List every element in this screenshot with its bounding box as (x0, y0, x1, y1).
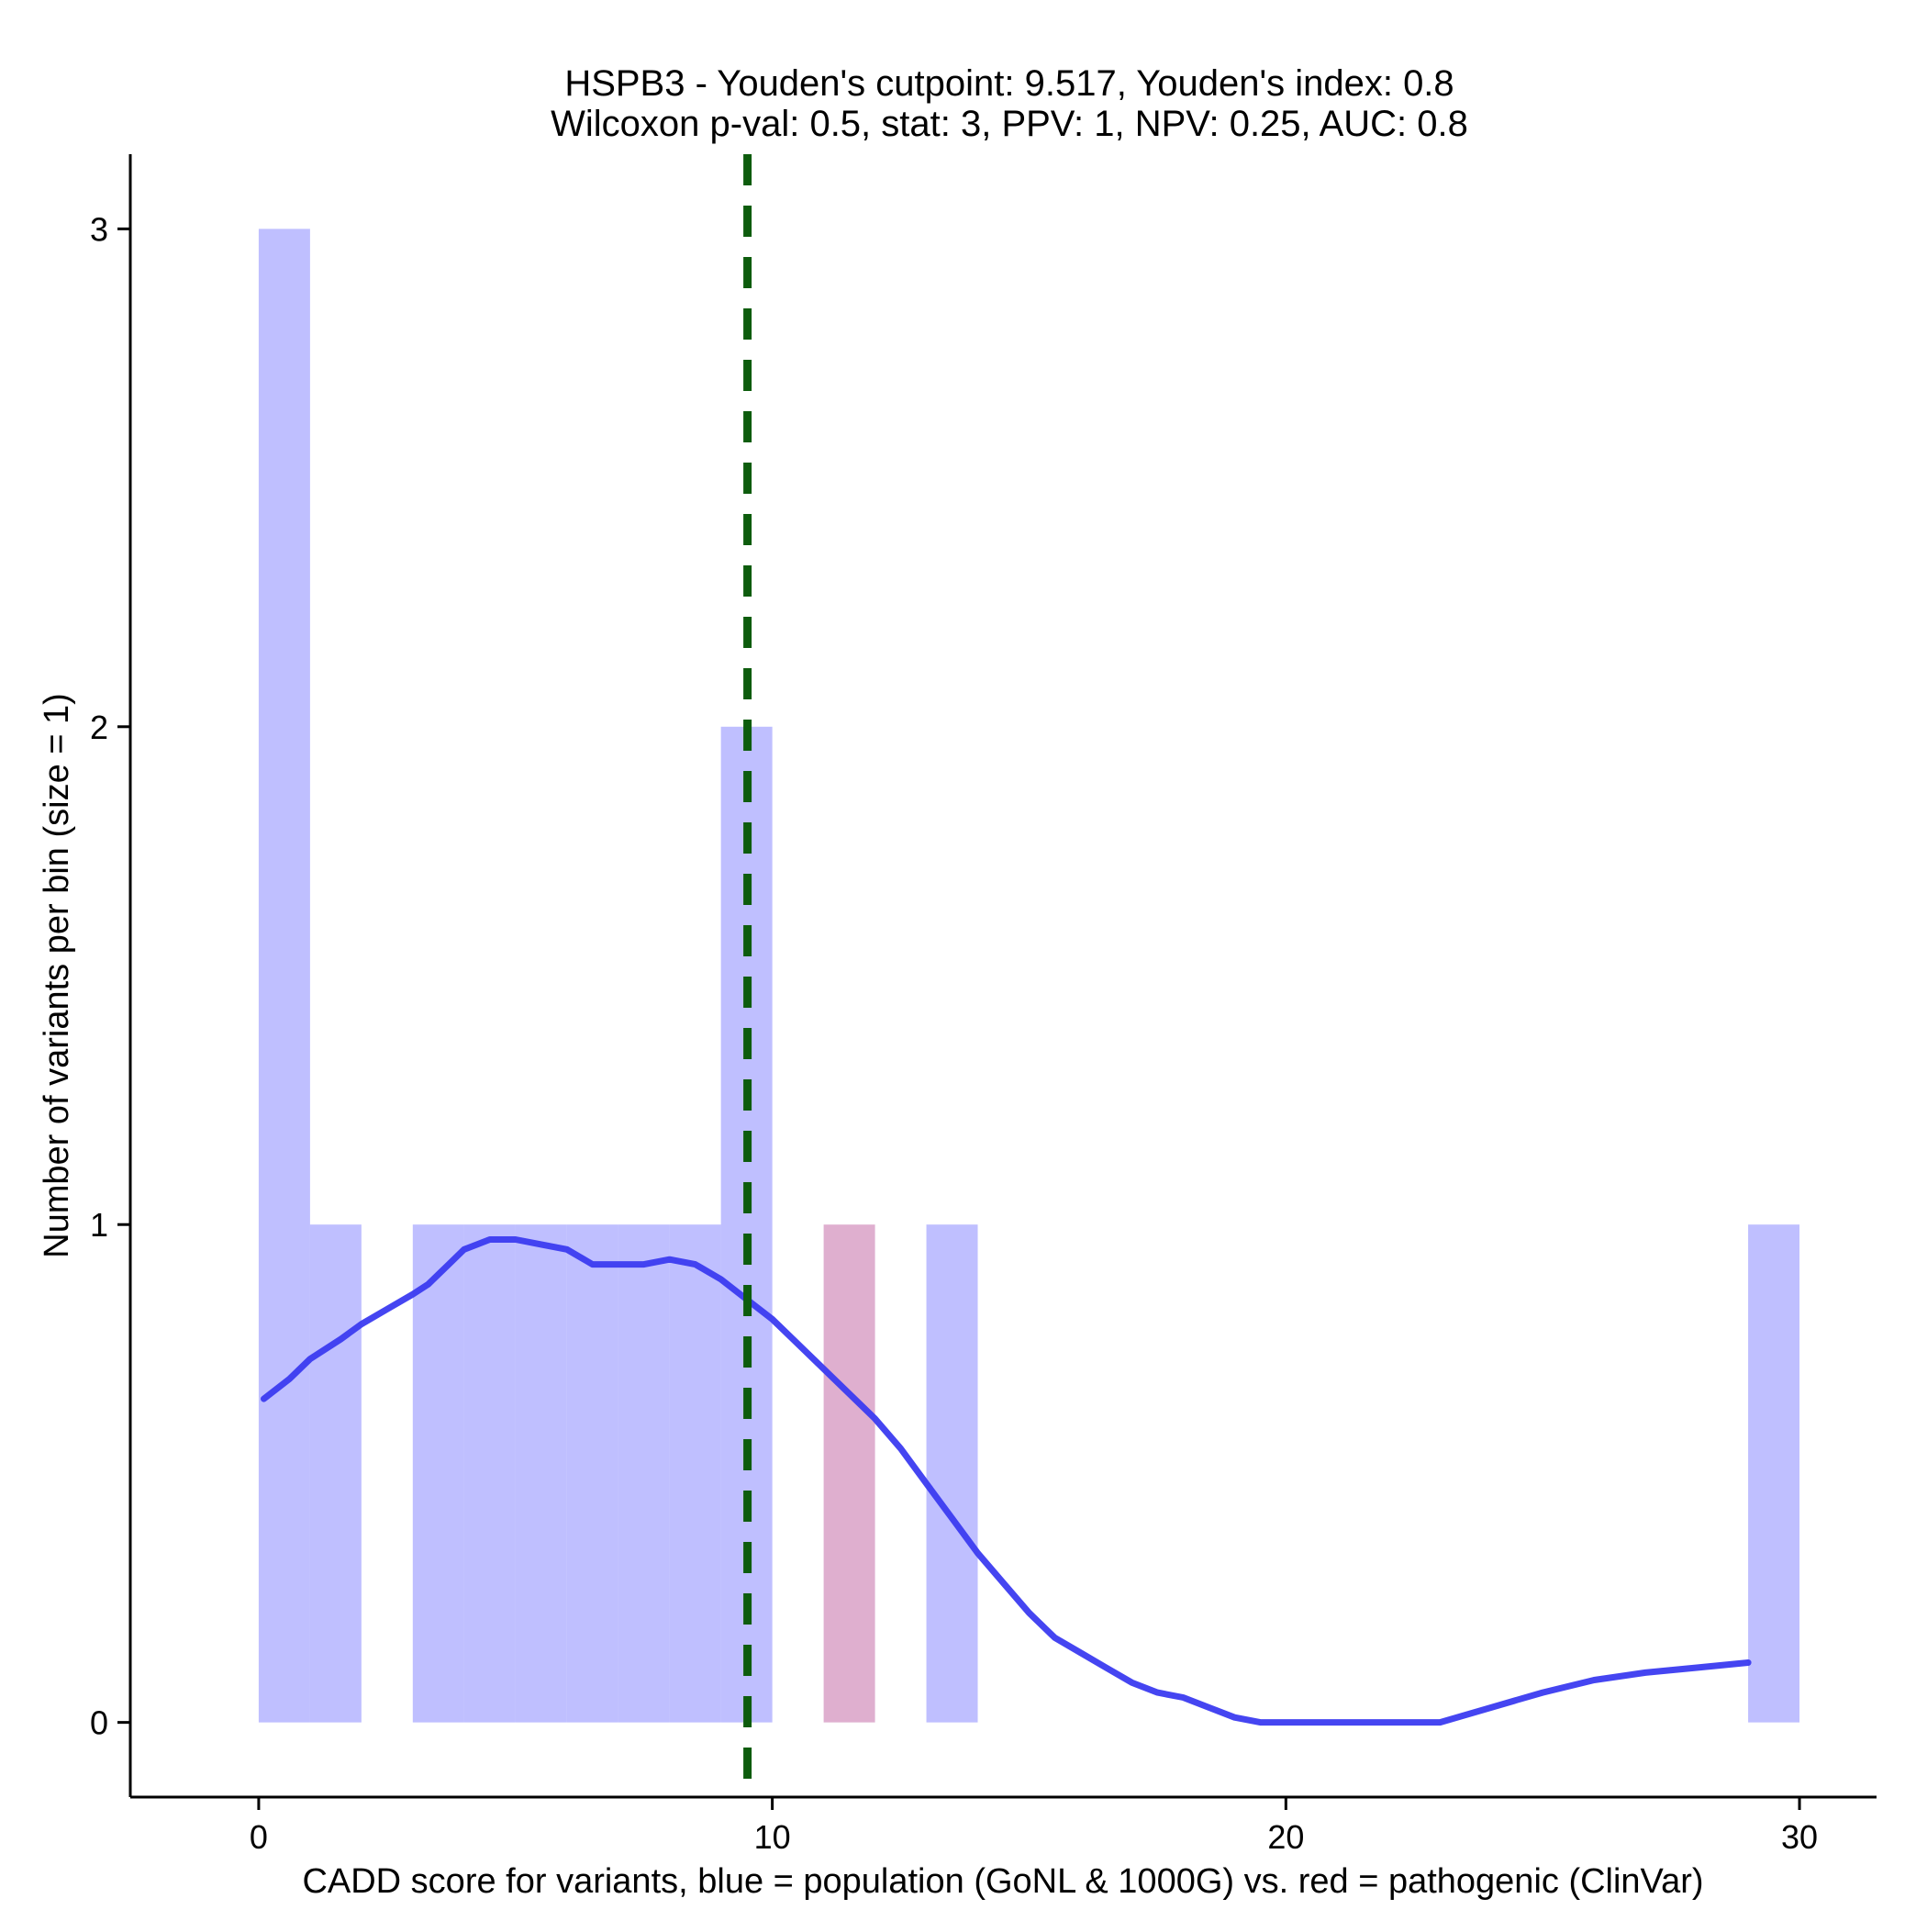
histogram-bars (258, 229, 1800, 1723)
y-tick-label-0: 0 (90, 1704, 108, 1742)
population-bar-2 (412, 1224, 464, 1723)
chart-subtitle: Wilcoxon p-val: 0.5, stat: 3, PPV: 1, NP… (551, 104, 1468, 144)
x-tick-label-20: 20 (1267, 1818, 1304, 1856)
density-curve-layer (261, 1236, 1752, 1726)
y-axis-title: Number of variants per bin (size = 1) (38, 693, 76, 1258)
chart-title: HSPB3 - Youden's cutpoint: 9.517, Youden… (564, 63, 1454, 104)
population-bar-0 (258, 229, 310, 1723)
x-tick-label-10: 10 (754, 1818, 791, 1856)
population-bar-10 (1748, 1224, 1800, 1723)
x-axis-title: CADD score for variants, blue = populati… (302, 1862, 1703, 1901)
x-tick-label-0: 0 (250, 1818, 268, 1856)
x-tick-label-30: 30 (1781, 1818, 1818, 1856)
y-tick-label-2: 2 (90, 709, 108, 746)
axes (128, 154, 1877, 1799)
population-bar-4 (515, 1224, 567, 1723)
y-tick-label-1: 1 (90, 1206, 108, 1244)
population-bar-6 (618, 1224, 670, 1723)
population-bar-7 (669, 1224, 721, 1723)
population-bar-9 (926, 1224, 978, 1723)
population-bar-3 (463, 1224, 516, 1723)
density-curve (261, 1236, 1752, 1726)
y-tick-label-3: 3 (90, 210, 108, 248)
x-ticks: 0 10 20 30 (250, 1797, 1818, 1856)
pathogenic-bar-0 (823, 1224, 875, 1723)
population-bar-1 (309, 1224, 362, 1723)
y-ticks: 0 1 2 3 (90, 210, 130, 1742)
population-bar-5 (566, 1224, 618, 1723)
